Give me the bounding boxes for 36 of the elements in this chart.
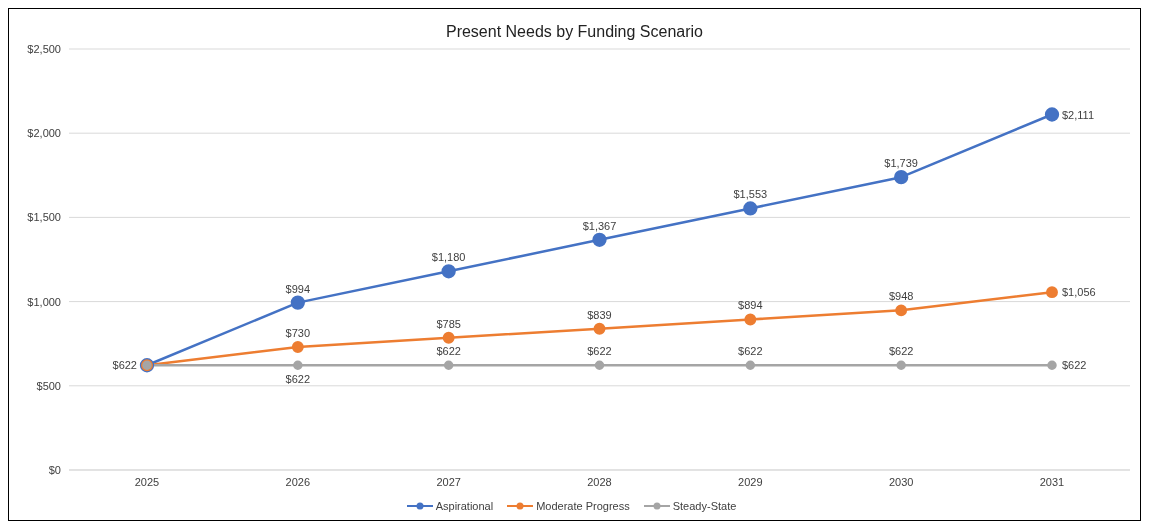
y-tick-label: $0 — [48, 463, 61, 476]
data-label: $994 — [285, 282, 311, 295]
x-tick-label: 2031 — [1039, 475, 1065, 488]
chart-title: Present Needs by Funding Scenario — [444, 23, 704, 41]
x-tick-label: 2028 — [587, 475, 612, 488]
y-tick-label: $2,500 — [27, 42, 61, 55]
y-tick-label: $1,000 — [27, 295, 61, 308]
data-label: $622 — [738, 345, 763, 358]
y-tick-label: $2,000 — [27, 127, 61, 140]
y-tick-label: $500 — [36, 379, 61, 392]
data-label: $1,180 — [431, 251, 466, 264]
x-tick-label: 2030 — [888, 475, 914, 488]
data-label: $1,739 — [884, 157, 918, 170]
legend-label: Moderate Progress — [535, 500, 630, 512]
x-tick-label: 2027 — [436, 475, 461, 488]
legend-label: Aspirational — [434, 500, 494, 512]
data-label: $894 — [738, 299, 763, 312]
data-label: $2,111 — [1062, 108, 1095, 121]
data-label: $1,056 — [1062, 286, 1096, 299]
data-label: $785 — [436, 317, 461, 330]
data-label: $622 — [285, 373, 311, 386]
data-label: $622 — [1062, 359, 1087, 372]
y-tick-label: $1,500 — [27, 211, 61, 224]
data-label: $1,553 — [733, 188, 768, 201]
data-label: $730 — [285, 327, 311, 340]
data-label: $622 — [587, 345, 612, 358]
data-label: $839 — [587, 308, 612, 321]
data-label: $1,367 — [582, 219, 617, 232]
data-label: $622 — [112, 359, 137, 372]
data-label: $622 — [888, 345, 914, 358]
x-tick-label: 2026 — [285, 475, 311, 488]
data-label: $948 — [888, 290, 914, 303]
x-tick-label: 2029 — [738, 475, 763, 488]
legend-label: Steady-State — [671, 500, 737, 512]
data-label: $622 — [436, 345, 461, 358]
x-tick-label: 2025 — [134, 475, 160, 488]
